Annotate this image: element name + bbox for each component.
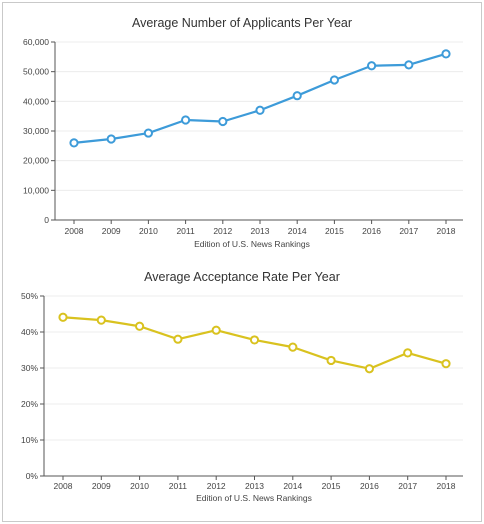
x-tick-label: 2015 xyxy=(325,226,344,236)
y-tick-label: 30% xyxy=(21,363,38,373)
data-point[interactable] xyxy=(135,321,145,331)
y-tick-label: 40% xyxy=(21,327,38,337)
applicants-chart: Average Number of Applicants Per Year 0 1… xyxy=(23,16,463,249)
y-tick-label: 30,000 xyxy=(23,126,49,136)
x-tick-label: 2011 xyxy=(169,481,188,491)
data-point[interactable] xyxy=(441,359,451,369)
x-tick-label: 2008 xyxy=(65,226,84,236)
x-tick-label: 2010 xyxy=(139,226,158,236)
y-tick-label: 10% xyxy=(21,435,38,445)
x-axis-label: Edition of U.S. News Rankings xyxy=(196,493,312,503)
x-tick-label: 2017 xyxy=(398,481,417,491)
data-point[interactable] xyxy=(218,116,228,127)
data-point[interactable] xyxy=(58,312,68,322)
data-point[interactable] xyxy=(292,91,302,101)
data-point[interactable] xyxy=(143,128,153,138)
x-tick-label: 2014 xyxy=(283,481,302,491)
y-tick-label: 10,000 xyxy=(23,185,49,195)
x-tick-label: 2008 xyxy=(54,481,73,491)
x-tick-label: 2010 xyxy=(130,481,149,491)
x-tick-label: 2013 xyxy=(251,226,270,236)
x-axis-label: Edition of U.S. News Rankings xyxy=(194,239,310,249)
x-tick-label: 2016 xyxy=(362,226,381,236)
x-tick-label: 2011 xyxy=(176,226,195,236)
data-point[interactable] xyxy=(288,342,298,352)
data-point[interactable] xyxy=(329,75,339,85)
x-tick-label: 2009 xyxy=(92,481,111,491)
chart-title: Average Number of Applicants Per Year xyxy=(132,16,352,30)
x-tick-label: 2014 xyxy=(288,226,307,236)
x-tick-label: 2018 xyxy=(437,226,456,236)
data-point[interactable] xyxy=(364,364,374,374)
x-tick-label: 2012 xyxy=(213,226,232,236)
chart-title: Average Acceptance Rate Per Year xyxy=(144,270,340,284)
data-point[interactable] xyxy=(326,355,336,366)
x-tick-label: 2015 xyxy=(322,481,341,491)
x-tick-label: 2017 xyxy=(399,226,418,236)
y-tick-label: 0 xyxy=(44,215,49,225)
data-point[interactable] xyxy=(255,105,265,115)
data-point[interactable] xyxy=(441,49,451,59)
x-tick-label: 2012 xyxy=(207,481,226,491)
y-tick-label: 50,000 xyxy=(23,67,49,77)
data-point[interactable] xyxy=(96,315,106,325)
y-tick-label: 60,000 xyxy=(23,37,49,47)
data-point[interactable] xyxy=(106,134,116,144)
data-point[interactable] xyxy=(367,61,377,71)
y-tick-label: 40,000 xyxy=(23,96,49,106)
y-tick-label: 50% xyxy=(21,291,38,301)
data-point[interactable] xyxy=(69,138,79,148)
data-point[interactable] xyxy=(181,115,191,125)
y-tick-label: 20,000 xyxy=(23,156,49,166)
data-point[interactable] xyxy=(173,334,183,344)
data-point[interactable] xyxy=(249,335,260,345)
data-point[interactable] xyxy=(403,348,413,358)
x-tick-label: 2016 xyxy=(360,481,379,491)
x-tick-label: 2013 xyxy=(245,481,264,491)
x-tick-label: 2018 xyxy=(437,481,456,491)
data-point[interactable] xyxy=(211,325,221,335)
x-tick-label: 2009 xyxy=(102,226,121,236)
y-tick-label: 20% xyxy=(21,399,38,409)
y-tick-label: 0% xyxy=(26,471,39,481)
data-point[interactable] xyxy=(404,60,414,70)
